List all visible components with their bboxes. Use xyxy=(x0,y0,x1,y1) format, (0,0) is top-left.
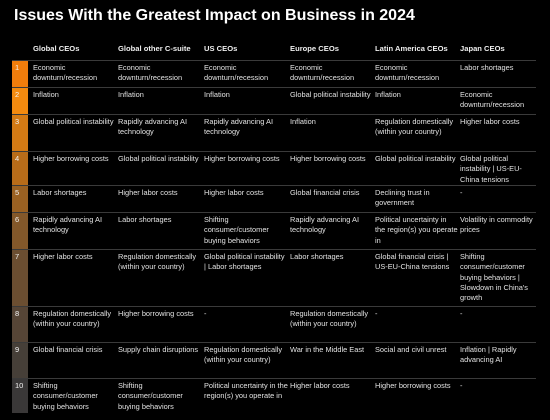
table-cell: Higher labor costs xyxy=(290,381,350,390)
table-cell: Labor shortages xyxy=(290,252,344,261)
table-cell: War in the Middle East xyxy=(290,345,365,354)
rank-number: 8 xyxy=(15,309,20,318)
rank-number: 7 xyxy=(15,252,20,261)
row-divider xyxy=(12,306,536,307)
table-cell: Rapidly advancing AI technology xyxy=(118,117,188,137)
row-divider xyxy=(12,249,536,250)
table-cell: Shifting consumer/customer buying behavi… xyxy=(204,215,269,245)
table-cell: Higher borrowing costs xyxy=(118,309,194,318)
table-cell: Labor shortages xyxy=(33,188,87,197)
column-header: Europe CEOs xyxy=(290,44,339,53)
table-cell: Shifting consumer/customer buying behavi… xyxy=(460,252,528,303)
row-divider xyxy=(12,114,536,115)
rank-strip: 2 xyxy=(12,88,28,114)
table-cell: Global political instability xyxy=(290,90,371,99)
table-cell: Regulation domestically (within your cou… xyxy=(290,309,369,329)
table-cell: Volatility in commodity prices xyxy=(460,215,533,235)
column-header: US CEOs xyxy=(204,44,238,53)
table-cell: - xyxy=(204,309,207,318)
table-cell: Regulation domestically (within your cou… xyxy=(375,117,454,137)
table-cell: - xyxy=(460,188,463,197)
table-cell: Higher labor costs xyxy=(33,252,93,261)
table-cell: Regulation domestically (within your cou… xyxy=(33,309,112,329)
rank-strip: 5 xyxy=(12,186,28,212)
rank-number: 2 xyxy=(15,90,20,99)
rank-strip: 4 xyxy=(12,152,28,185)
page-title: Issues With the Greatest Impact on Busin… xyxy=(14,7,415,24)
table-cell: Economic downturn/recession xyxy=(460,90,525,110)
table-cell: Global financial crisis | US-EU-China te… xyxy=(375,252,450,272)
column-header: Latin America CEOs xyxy=(375,44,448,53)
table-cell: Shifting consumer/customer buying behavi… xyxy=(118,381,183,411)
table-cell: Higher borrowing costs xyxy=(290,154,366,163)
table-cell: Social and civil unrest xyxy=(375,345,447,354)
row-divider xyxy=(12,378,536,379)
table-cell: Global financial crisis xyxy=(290,188,360,197)
table-cell: Inflation xyxy=(204,90,230,99)
rank-number: 4 xyxy=(15,154,20,163)
table-cell: Rapidly advancing AI technology xyxy=(290,215,360,235)
column-header: Global other C-suite xyxy=(118,44,191,53)
table-cell: Regulation domestically (within your cou… xyxy=(118,252,197,272)
table-cell: Economic downturn/recession xyxy=(204,63,269,83)
table-cell: Higher borrowing costs xyxy=(33,154,109,163)
table-cell: Inflation xyxy=(375,90,401,99)
table-cell: Economic downturn/recession xyxy=(290,63,355,83)
table-cell: Economic downturn/recession xyxy=(118,63,183,83)
table-cell: Inflation | Rapidly advancing AI xyxy=(460,345,517,365)
row-divider xyxy=(12,342,536,343)
rank-number: 1 xyxy=(15,63,20,72)
rank-number: 9 xyxy=(15,345,20,354)
table-cell: Inflation xyxy=(118,90,144,99)
rank-strip: 3 xyxy=(12,115,28,151)
table-cell: Economic downturn/recession xyxy=(375,63,440,83)
row-divider xyxy=(12,151,536,152)
column-header: Global CEOs xyxy=(33,44,80,53)
row-divider xyxy=(12,60,536,61)
table-cell: Higher labor costs xyxy=(204,188,264,197)
table-cell: Labor shortages xyxy=(460,63,514,72)
table-cell: Political uncertainty in the region(s) y… xyxy=(204,381,288,401)
table-cell: Political uncertainty in the region(s) y… xyxy=(375,215,458,245)
column-header: Japan CEOs xyxy=(460,44,505,53)
table-cell: Regulation domestically (within your cou… xyxy=(204,345,283,365)
row-divider xyxy=(12,212,536,213)
rank-strip: 1 xyxy=(12,61,28,87)
table-cell: Shifting consumer/customer buying behavi… xyxy=(33,381,98,411)
table-cell: Global political instability xyxy=(118,154,199,163)
row-divider xyxy=(12,185,536,186)
table-cell: Economic downturn/recession xyxy=(33,63,98,83)
rank-strip: 9 xyxy=(12,343,28,378)
table-cell: Higher borrowing costs xyxy=(204,154,280,163)
table-cell: Global political instability | US-EU-Chi… xyxy=(460,154,522,184)
table-cell: Higher borrowing costs xyxy=(375,381,451,390)
rank-strip: 8 xyxy=(12,307,28,342)
table-cell: Inflation xyxy=(33,90,59,99)
table-cell: Global financial crisis xyxy=(33,345,103,354)
table-cell: Higher labor costs xyxy=(460,117,520,126)
rank-strip: 7 xyxy=(12,250,28,306)
table-cell: - xyxy=(460,309,463,318)
table-cell: Declining trust in government xyxy=(375,188,430,208)
table-cell: Labor shortages xyxy=(118,215,172,224)
table-cell: Rapidly advancing AI technology xyxy=(204,117,274,137)
table-cell: - xyxy=(375,309,378,318)
rank-number: 3 xyxy=(15,117,20,126)
table-cell: Higher labor costs xyxy=(118,188,178,197)
rank-strip: 10 xyxy=(12,379,28,413)
table-cell: - xyxy=(460,381,463,390)
rank-number: 6 xyxy=(15,215,20,224)
rank-number: 5 xyxy=(15,188,20,197)
table-cell: Inflation xyxy=(290,117,316,126)
table-cell: Global political instability xyxy=(375,154,456,163)
rank-strip: 6 xyxy=(12,213,28,249)
rank-number: 10 xyxy=(15,381,24,390)
row-divider xyxy=(12,87,536,88)
table-cell: Global political instability xyxy=(33,117,114,126)
table-cell: Global political instability | Labor sho… xyxy=(204,252,285,272)
table-cell: Rapidly advancing AI technology xyxy=(33,215,103,235)
table-cell: Supply chain disruptions xyxy=(118,345,199,354)
